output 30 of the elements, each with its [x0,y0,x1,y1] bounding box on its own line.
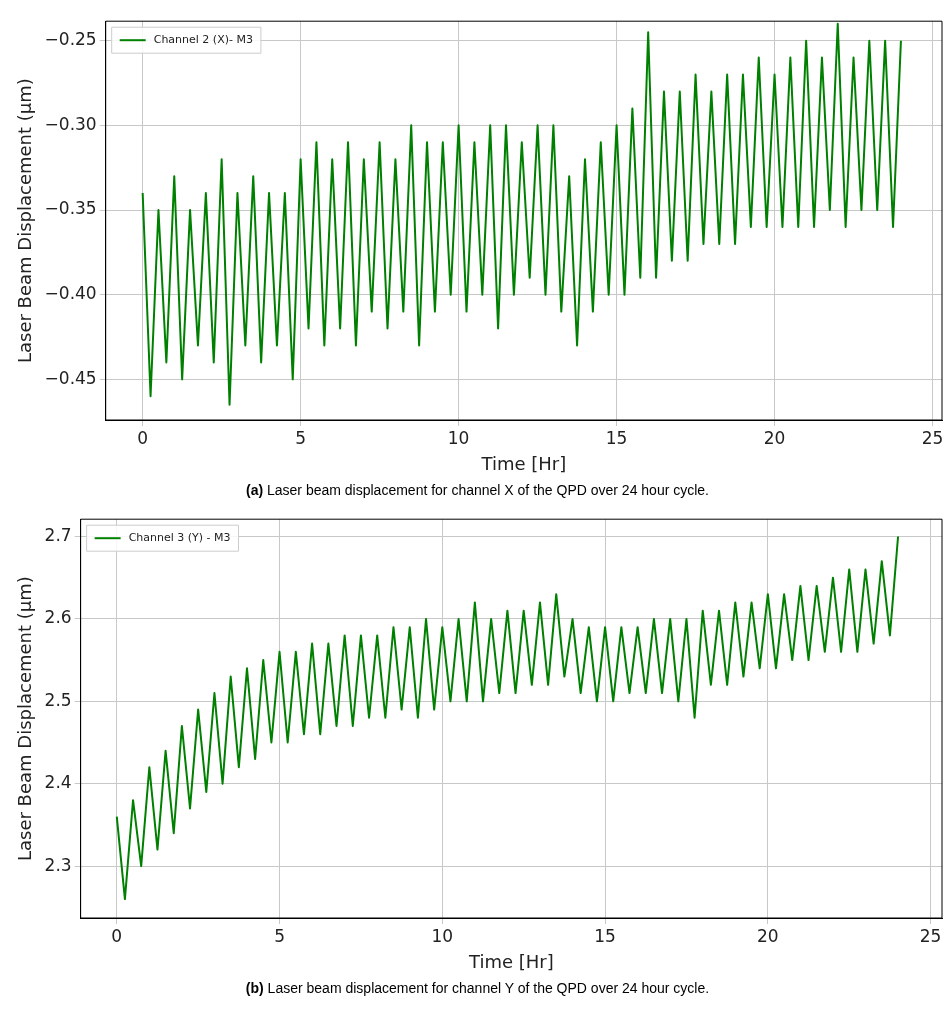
x-tick-label: 20 [757,925,779,946]
y-tick-label: −0.45 [44,367,97,388]
x-tick-label: 25 [919,925,942,946]
y-tick-label: 2.4 [44,772,72,793]
text: (b) Laser beam displacement for channel Y of the QPD over 24 hour cycle. [245,980,710,996]
y-tick-label: −0.40 [44,283,97,304]
x-axis-title: Time [Hr] [480,452,567,474]
x-tick-label: 10 [447,427,470,448]
x-tick-label: 10 [431,925,454,946]
x-tick-label: 0 [137,427,149,448]
y-tick-label: 2.5 [44,689,72,710]
y-tick-label: −0.25 [44,29,97,50]
x-tick-label: 0 [111,925,123,946]
x-tick-label: 25 [921,427,944,448]
x-tick-label: 5 [274,925,285,946]
y-tick-label: −0.30 [44,113,97,134]
x-tick-label: 20 [763,427,786,448]
y-axis-title: Laser Beam Displacement (μm) [14,576,36,862]
x-axis-title: Time [Hr] [467,950,554,972]
x-tick-label: 15 [594,925,616,946]
y-tick-label: 2.3 [44,854,72,875]
y-axis-title: Laser Beam Displacement (μm) [14,78,36,364]
y-tick-label: 2.6 [44,607,72,628]
x-tick-label: 15 [605,427,628,448]
legend-label: Channel 2 (X)- M3 [153,33,253,47]
x-tick-label: 5 [295,427,307,448]
text: (a) Laser beam displacement for channel X of the QPD over 24 hour cycle. [245,482,710,498]
y-tick-label: −0.35 [44,198,97,219]
legend-label: Channel 3 (Y) - M3 [128,531,231,545]
y-tick-label: 2.7 [44,524,72,545]
